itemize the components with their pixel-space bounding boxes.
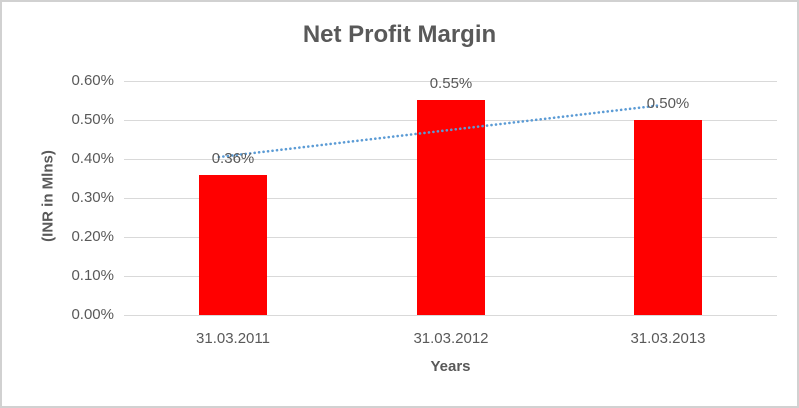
- bar-data-label: 0.55%: [429, 75, 473, 92]
- bar-31.03.2013: [634, 120, 702, 315]
- y-tick-label: 0.40%: [71, 150, 114, 167]
- y-tick-label: 0.50%: [71, 111, 114, 128]
- x-tick-label: 31.03.2012: [413, 330, 489, 347]
- gridline: [124, 81, 777, 82]
- gridline: [124, 315, 777, 316]
- x-axis-title: Years: [430, 358, 471, 375]
- y-tick-label: 0.20%: [71, 228, 114, 245]
- bar-31.03.2011: [199, 175, 267, 315]
- y-tick-label: 0.10%: [71, 267, 114, 284]
- bar-31.03.2012: [417, 100, 485, 315]
- y-tick-label: 0.60%: [71, 72, 114, 89]
- x-tick-label: 31.03.2013: [630, 330, 706, 347]
- bar-data-label: 0.50%: [646, 95, 690, 112]
- x-tick-label: 31.03.2011: [196, 330, 270, 347]
- y-tick-label: 0.00%: [71, 306, 114, 323]
- y-tick-label: 0.30%: [71, 189, 114, 206]
- bar-data-label: 0.36%: [211, 150, 255, 167]
- chart-title: Net Profit Margin: [302, 21, 497, 48]
